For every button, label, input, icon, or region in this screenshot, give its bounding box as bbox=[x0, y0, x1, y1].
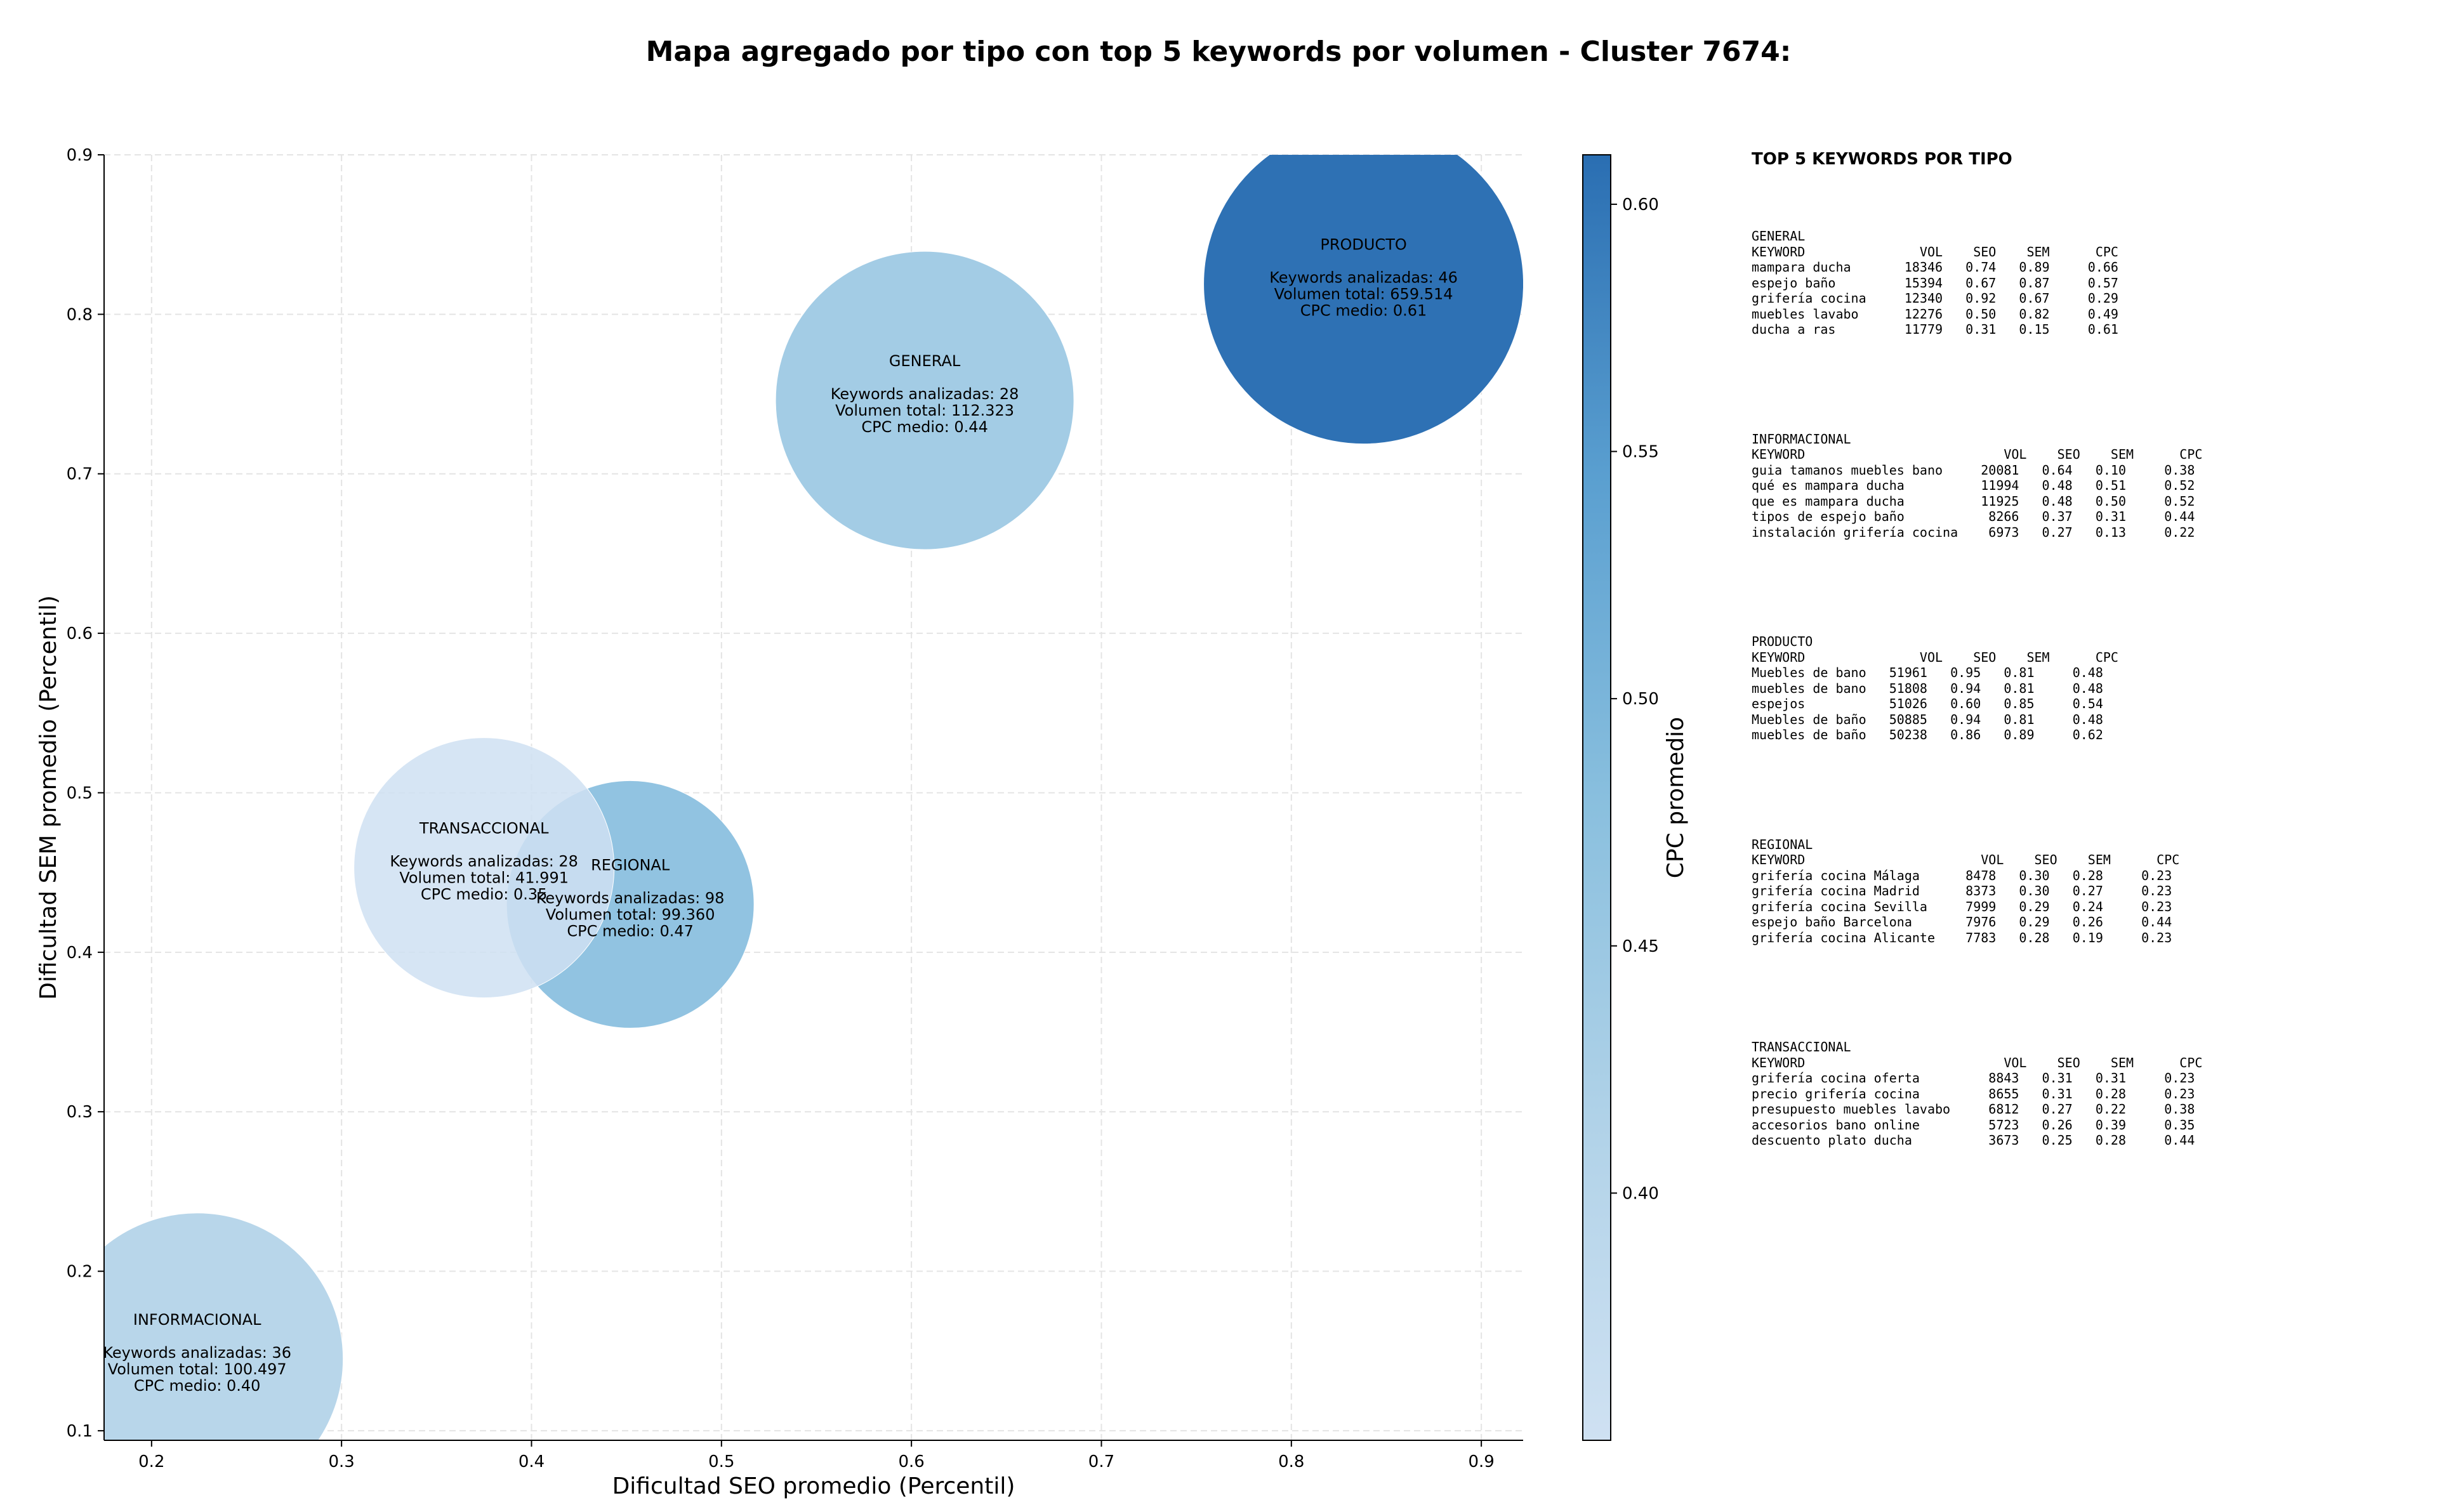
x-tick-label: 0.3 bbox=[328, 1452, 354, 1471]
chart-title: Mapa agregado por tipo con top 5 keyword… bbox=[645, 36, 1792, 68]
colorbar-gradient bbox=[1582, 154, 1611, 1441]
ticks: 0.2 0.3 0.4 0.5 0.6 0.7 0.8 0.9 0.1 0.2 0.3 0.4 0.5 0… bbox=[67, 146, 1495, 1471]
bubble-label: TRANSACCIONAL bbox=[419, 820, 549, 838]
y-tick-label: 0.8 bbox=[67, 305, 93, 324]
y-tick-label: 0.2 bbox=[67, 1263, 93, 1282]
bubble-label: Keywords analizadas: 36 bbox=[103, 1344, 291, 1362]
y-tick-label: 0.4 bbox=[67, 943, 93, 963]
colorbar-ticks: 0.40 0.45 0.50 0.55 0.60 bbox=[1611, 195, 1659, 1203]
top-keywords-title: TOP 5 KEYWORDS POR TIPO bbox=[1752, 150, 2012, 169]
bubble-transaccional bbox=[353, 737, 615, 999]
bubble-label: Volumen total: 112.323 bbox=[835, 402, 1014, 419]
axes bbox=[103, 155, 1523, 1441]
bubble-label: CPC medio: 0.35 bbox=[421, 886, 548, 904]
x-tick-label: 0.9 bbox=[1468, 1452, 1494, 1471]
keyword-table-informacional: INFORMACIONAL KEYWORD VOL SEO SEM CPC gu… bbox=[1752, 431, 2424, 541]
keyword-table-text: INFORMACIONAL KEYWORD VOL SEO SEM CPC gu… bbox=[1752, 431, 2203, 540]
bubble-label: CPC medio: 0.44 bbox=[861, 418, 988, 436]
x-tick-label: 0.8 bbox=[1278, 1452, 1304, 1471]
top-keywords-panel: TOP 5 KEYWORDS POR TIPO GENERAL KEYWORD … bbox=[1752, 150, 2424, 1242]
keyword-table-regional: REGIONAL KEYWORD VOL SEO SEM CPC griferí… bbox=[1752, 837, 2424, 946]
keyword-table-general: GENERAL KEYWORD VOL SEO SEM CPC mampara … bbox=[1752, 228, 2424, 338]
bubble-label: CPC medio: 0.40 bbox=[134, 1377, 261, 1395]
bubbles bbox=[104, 155, 1523, 1440]
bubble-label: Volumen total: 100.497 bbox=[108, 1360, 287, 1378]
y-tick-label: 0.7 bbox=[67, 465, 93, 484]
colorbar-tick-label: 0.45 bbox=[1622, 937, 1659, 956]
bubble-informacional bbox=[104, 1213, 344, 1440]
x-axis-label: Dificultad SEO promedio (Percentil) bbox=[612, 1473, 1015, 1499]
bubble-label: Keywords analizadas: 98 bbox=[536, 889, 725, 907]
y-tick-label: 0.1 bbox=[67, 1422, 93, 1441]
x-tick-label: 0.6 bbox=[898, 1452, 924, 1471]
colorbar-tick-label: 0.40 bbox=[1622, 1184, 1659, 1203]
bubble-label: GENERAL bbox=[889, 352, 961, 370]
bubble-label: CPC medio: 0.47 bbox=[567, 922, 694, 940]
keyword-table-transaccional: TRANSACCIONAL KEYWORD VOL SEO SEM CPC gr… bbox=[1752, 1039, 2424, 1148]
bubble-label: REGIONAL bbox=[591, 856, 670, 874]
y-axis-label: Dificultad SEM promedio (Percentil) bbox=[36, 595, 62, 1000]
bubble-label: Keywords analizadas: 28 bbox=[390, 853, 578, 871]
colorbar: 0.40 0.45 0.50 0.55 0.60 CPC promedio bbox=[1582, 154, 1689, 1441]
bubble-general bbox=[775, 251, 1074, 550]
y-tick-label: 0.9 bbox=[67, 146, 93, 165]
keyword-table-producto: PRODUCTO KEYWORD VOL SEO SEM CPC Muebles… bbox=[1752, 634, 2424, 743]
bubble-label: Keywords analizadas: 28 bbox=[831, 385, 1019, 403]
keyword-table-text: REGIONAL KEYWORD VOL SEO SEM CPC griferí… bbox=[1752, 836, 2180, 945]
colorbar-tick-label: 0.55 bbox=[1622, 443, 1659, 462]
colorbar-label: CPC promedio bbox=[1663, 717, 1689, 878]
y-tick-label: 0.5 bbox=[67, 784, 93, 803]
x-tick-label: 0.2 bbox=[138, 1452, 164, 1471]
bubble-label: CPC medio: 0.61 bbox=[1300, 302, 1427, 320]
y-tick-label: 0.3 bbox=[67, 1103, 93, 1122]
bubble-producto bbox=[1203, 155, 1523, 445]
colorbar-tick-label: 0.50 bbox=[1622, 690, 1659, 709]
x-tick-label: 0.5 bbox=[708, 1452, 734, 1471]
bubble-label: PRODUCTO bbox=[1320, 236, 1406, 254]
x-tick-label: 0.4 bbox=[518, 1452, 545, 1471]
keyword-table-text: GENERAL KEYWORD VOL SEO SEM CPC mampara … bbox=[1752, 228, 2118, 337]
bubble-label: Keywords analizadas: 46 bbox=[1269, 269, 1458, 287]
bubble-label: Volumen total: 659.514 bbox=[1274, 286, 1453, 303]
bubble-label: Volumen total: 41.991 bbox=[399, 869, 569, 887]
bubble-label: Volumen total: 99.360 bbox=[546, 905, 715, 923]
colorbar-tick-label: 0.60 bbox=[1622, 195, 1659, 214]
x-tick-label: 0.7 bbox=[1088, 1452, 1114, 1471]
y-tick-label: 0.6 bbox=[67, 624, 93, 643]
bubble-label: INFORMACIONAL bbox=[133, 1311, 261, 1329]
keyword-table-text: PRODUCTO KEYWORD VOL SEO SEM CPC Muebles… bbox=[1752, 634, 2118, 742]
keyword-table-text: TRANSACCIONAL KEYWORD VOL SEO SEM CPC gr… bbox=[1752, 1039, 2203, 1148]
